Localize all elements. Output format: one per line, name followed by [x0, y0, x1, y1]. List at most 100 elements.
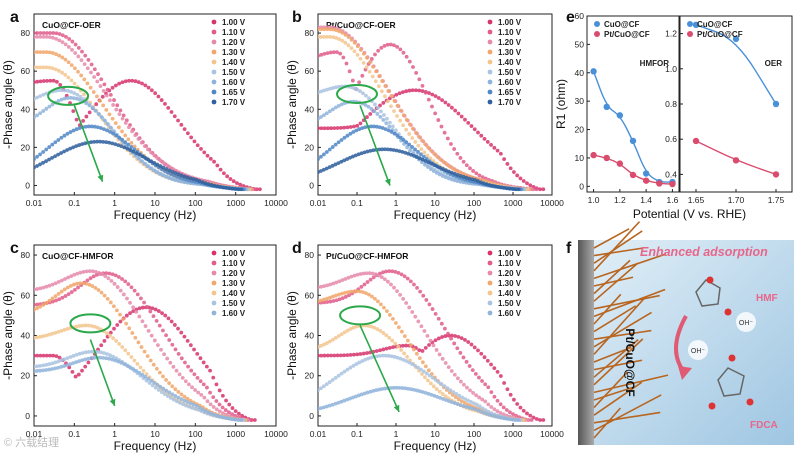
- nanowire: [593, 338, 644, 386]
- data-point: [342, 125, 347, 130]
- data-point: [44, 368, 48, 372]
- data-point: [208, 402, 213, 407]
- data-point: [399, 348, 404, 352]
- data-point: [496, 415, 501, 420]
- data-point: [199, 393, 204, 397]
- data-point: [44, 147, 49, 152]
- data-point: [342, 398, 347, 403]
- data-point: [73, 51, 78, 55]
- data-point: [349, 46, 354, 51]
- data-point: [47, 157, 51, 162]
- data-point: [220, 405, 225, 410]
- data-point: [434, 348, 439, 352]
- data-point: [94, 269, 98, 274]
- y-tick-label: 20: [575, 125, 585, 135]
- data-point: [96, 111, 101, 116]
- data-point: [224, 416, 229, 420]
- data-point: [89, 62, 94, 67]
- data-point: [125, 146, 130, 151]
- legend-label: 1.60 V: [222, 309, 246, 318]
- data-point: [155, 162, 160, 167]
- data-point: [202, 395, 207, 400]
- data-point: [433, 338, 438, 343]
- data-point: [228, 177, 233, 181]
- data-point: [401, 50, 406, 55]
- highlight-ellipse: [339, 305, 382, 326]
- data-point: [362, 391, 367, 396]
- data-point: [434, 387, 439, 391]
- data-point: [154, 318, 159, 323]
- legend-marker: [211, 89, 217, 95]
- data-point: [409, 152, 413, 157]
- data-point: [616, 160, 624, 167]
- data-point: [224, 398, 228, 403]
- data-point: [392, 354, 397, 359]
- data-point: [436, 96, 441, 100]
- data-point: [406, 386, 411, 391]
- data-point: [68, 95, 73, 100]
- data-point: [214, 407, 219, 412]
- data-point: [50, 51, 55, 55]
- data-point: [353, 394, 358, 399]
- data-point: [423, 375, 427, 380]
- data-point: [340, 278, 345, 283]
- data-point: [217, 388, 222, 393]
- data-point: [143, 324, 148, 328]
- data-point: [167, 168, 172, 173]
- data-point: [166, 316, 171, 321]
- data-point: [85, 66, 90, 71]
- data-point: [85, 81, 90, 86]
- data-point: [446, 331, 450, 336]
- data-point: [345, 367, 350, 372]
- data-point: [512, 397, 516, 402]
- data-point: [233, 417, 238, 422]
- data-point: [376, 299, 380, 304]
- x-tick-label: 10: [150, 429, 160, 439]
- data-point: [192, 347, 196, 352]
- panel-title: CuO@CF-HMFOR: [42, 251, 114, 261]
- data-point: [56, 138, 61, 142]
- data-point: [345, 353, 350, 358]
- data-point: [105, 296, 110, 301]
- data-point: [414, 71, 419, 75]
- data-point: [35, 353, 40, 358]
- data-point: [101, 103, 106, 108]
- data-point: [382, 386, 387, 391]
- data-point: [443, 100, 448, 105]
- data-point: [438, 157, 443, 162]
- data-point: [146, 157, 151, 162]
- data-point: [333, 401, 338, 406]
- x-axis-label: Frequency (Hz): [394, 439, 477, 453]
- data-point: [145, 305, 150, 309]
- data-point: [772, 100, 780, 108]
- data-point: [38, 353, 43, 358]
- data-point: [464, 175, 469, 180]
- data-point: [78, 270, 83, 275]
- data-point: [386, 279, 390, 284]
- data-point: [60, 40, 65, 45]
- data-point: [105, 352, 109, 356]
- data-point: [82, 77, 87, 82]
- data-point: [409, 387, 413, 392]
- data-point: [382, 94, 387, 99]
- data-point: [168, 165, 172, 170]
- data-point: [495, 369, 500, 374]
- data-point: [38, 286, 43, 291]
- data-point: [404, 127, 409, 132]
- data-point: [54, 354, 59, 359]
- data-point: [369, 106, 374, 111]
- data-point: [455, 346, 460, 351]
- data-point: [215, 413, 220, 418]
- data-point: [172, 397, 176, 402]
- data-point: [56, 280, 61, 284]
- x-tick-label: 10000: [540, 429, 564, 439]
- data-point: [420, 157, 425, 162]
- data-point: [446, 169, 451, 174]
- data-point: [34, 157, 36, 162]
- data-point: [74, 352, 79, 357]
- data-point: [182, 398, 187, 403]
- data-point: [437, 389, 442, 394]
- data-point: [41, 92, 46, 97]
- data-point: [414, 155, 419, 159]
- data-point: [476, 130, 480, 135]
